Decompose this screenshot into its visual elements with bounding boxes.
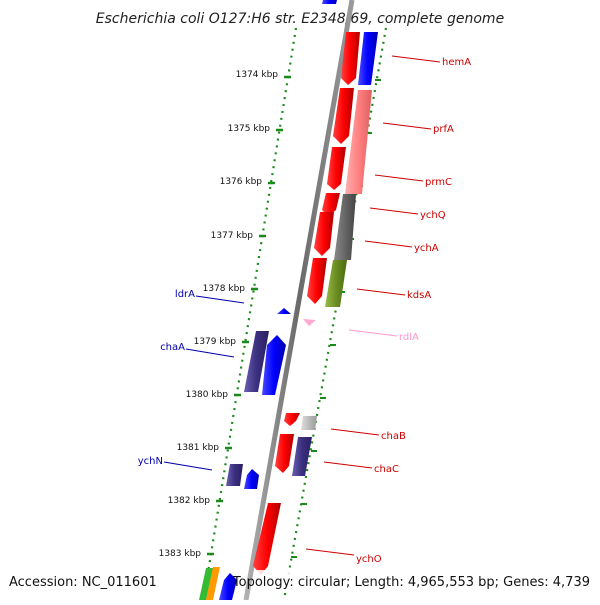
gene-arrow-prmC-track bbox=[345, 90, 372, 194]
leader-line bbox=[356, 288, 406, 296]
gene-arrow-ychN-track bbox=[226, 464, 243, 486]
gene-label-ychQ: ychQ bbox=[420, 210, 446, 221]
tick-label: 1378 kbp bbox=[203, 284, 246, 294]
tick-label: 1381 kbp bbox=[177, 443, 220, 453]
gene-label-chaA: chaA bbox=[160, 342, 185, 353]
tick-label: 1382 kbp bbox=[168, 496, 211, 506]
leader-line bbox=[305, 548, 355, 556]
tick-label: 1383 kbp bbox=[159, 549, 202, 559]
leader-line bbox=[185, 348, 235, 358]
gene-arrow-chaA bbox=[262, 335, 286, 395]
accession-label: Accession: NC_011601 bbox=[9, 575, 157, 590]
gene-label-hemA: hemA bbox=[442, 57, 471, 68]
leader-line bbox=[323, 461, 373, 469]
leader-line bbox=[195, 295, 245, 304]
leader-line bbox=[382, 122, 432, 130]
genome-backbone bbox=[243, 0, 355, 601]
outer-dotted-track bbox=[204, 27, 298, 586]
gene-arrow-ychO bbox=[253, 503, 281, 575]
gene-arrow-prfA bbox=[333, 88, 354, 144]
gene-arrow-kdsA-track bbox=[325, 260, 347, 307]
gene-arrow-chaA-track bbox=[244, 331, 269, 392]
gene-label-chaC: chaC bbox=[374, 464, 399, 475]
page-title: Escherichia coli O127:H6 str. E2348/69, … bbox=[96, 11, 504, 27]
leader-line bbox=[348, 329, 398, 337]
gene-labels-left: ldrA chaA ychN bbox=[138, 289, 245, 471]
leader-line bbox=[391, 55, 441, 63]
gene-arrow-hemA bbox=[341, 32, 360, 85]
gene-features bbox=[199, 0, 378, 600]
gene-arrow-chaC-track bbox=[292, 437, 312, 476]
gene-arrow-rdlA bbox=[303, 319, 316, 326]
gene-arrow-prmC bbox=[327, 147, 346, 190]
gene-arrow-ychN bbox=[244, 469, 259, 489]
leader-line bbox=[163, 461, 213, 471]
gene-label-ldrA: ldrA bbox=[175, 289, 195, 300]
gene-arrow-ldrA bbox=[277, 308, 291, 314]
gene-arrow-chaB bbox=[284, 413, 300, 426]
gene-arrow-ychQ-track bbox=[334, 194, 356, 260]
gene-label-ychO: ychO bbox=[356, 554, 382, 565]
gene-arrow-chaC bbox=[275, 434, 294, 473]
tick-label: 1375 kbp bbox=[228, 124, 271, 134]
gene-label-prfA: prfA bbox=[433, 124, 454, 135]
leader-line bbox=[369, 207, 419, 215]
gene-label-chaB: chaB bbox=[381, 431, 406, 442]
gene-arrow-bottom-blue bbox=[219, 573, 237, 600]
tick-label: 1377 kbp bbox=[211, 231, 254, 241]
tick-label: 1376 kbp bbox=[220, 177, 263, 187]
gene-label-ychA: ychA bbox=[414, 243, 439, 254]
gene-label-rdlA: rdlA bbox=[399, 332, 419, 343]
gene-arrow-kdsA bbox=[307, 258, 327, 304]
footer-bg-right bbox=[256, 570, 600, 592]
gene-label-kdsA: kdsA bbox=[407, 290, 431, 301]
gene-label-prmC: prmC bbox=[425, 177, 452, 188]
footer-bg-left bbox=[0, 570, 160, 592]
genome-summary: Topology: circular; Length: 4,965,553 bp… bbox=[232, 575, 590, 590]
gene-arrow-ychQ bbox=[322, 193, 340, 216]
leader-line bbox=[374, 174, 424, 182]
gene-arrow-ychA bbox=[314, 212, 334, 256]
inner-dotted-track bbox=[282, 27, 388, 601]
tick-label: 1380 kbp bbox=[186, 390, 229, 400]
kbp-tick-labels: 1374 kbp 1375 kbp 1376 kbp 1377 kbp 1378… bbox=[159, 70, 279, 559]
tick-label: 1374 kbp bbox=[236, 70, 279, 80]
tick-label: 1379 kbp bbox=[194, 337, 237, 347]
gene-arrow-bottom-orange bbox=[206, 567, 220, 600]
kbp-ticks bbox=[207, 75, 291, 556]
gene-arrow-bottom-green bbox=[199, 568, 213, 600]
gene-labels-right: hemA prfA prmC ychQ ychA kdsA rdlA chaB … bbox=[305, 55, 471, 565]
gene-label-ychN: ychN bbox=[138, 456, 163, 467]
leader-line bbox=[364, 240, 413, 248]
leader-line bbox=[330, 428, 380, 436]
gene-arrow-chaB-track bbox=[301, 416, 317, 430]
gene-arrow-top-partial bbox=[322, 0, 337, 4]
gene-arrow-hemA-partner bbox=[358, 32, 378, 85]
